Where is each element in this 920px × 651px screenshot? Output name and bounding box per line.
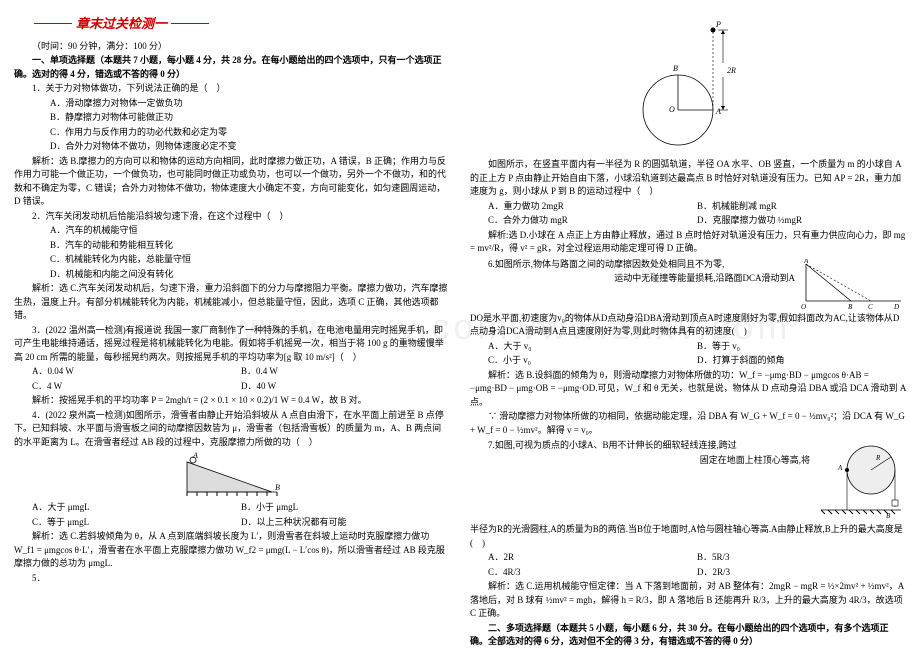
q2-opt-d: D．机械能和内能之间没有转化: [32, 268, 450, 282]
q7-opts-row2: C．4R/3 D．2R/3: [470, 566, 906, 580]
q5-opt-a: A．重力做功 2mgR: [488, 200, 697, 214]
q2-opt-c: C．机械能转化为内能，总能量守恒: [32, 253, 450, 267]
q6-opts-row2: C．小于 v₀ D．打算于斜面的倾角: [470, 354, 906, 368]
svg-text:D: D: [893, 303, 899, 309]
q2-opt-b: B．汽车的动能和势能相互转化: [32, 239, 450, 253]
svg-text:B: B: [848, 303, 853, 309]
q7-figure: A R B: [816, 440, 906, 520]
q6-opt-d: D．打算于斜面的倾角: [697, 354, 906, 368]
svg-text:2R: 2R: [727, 66, 736, 75]
svg-text:B: B: [673, 64, 678, 73]
q1-answer: 解析：选 B.摩擦力的方向可以和物体的运动方向相同，此时摩擦力做正功，A 错误，…: [14, 155, 450, 209]
q1-opt-b: B．静摩擦力对物体可能做正功: [32, 111, 450, 125]
q3-stem: 3．(2022 温州高一检测)有报道说 我国一家厂商制作了一种特殊的手机，在电池…: [14, 324, 450, 365]
subheader: （时间：90 分钟，满分：100 分）: [14, 40, 450, 54]
q7-answer: 解析：选 C.运用机械能守恒定律：当 A 下落到地面前，对 AB 整体有：2mg…: [470, 580, 906, 621]
svg-text:A: A: [715, 107, 721, 116]
q4-figure: A B: [177, 452, 287, 498]
right-column: P 2R O A B 如图所示，在竖直平面内有一半径为 R 的圆弧轨道，半径 O…: [460, 0, 920, 651]
q6-opts-row1: A．大于 v₀ B．等于 v₀: [470, 340, 906, 354]
q6-text2: ∵ 滑动摩擦力对物体所做的功相同，依据动能定理，沿 DBA 有 W_G + W_…: [470, 410, 906, 437]
q3-opt-d: D．40 W: [241, 380, 450, 394]
chapter-title: 章末过关检测一: [34, 14, 450, 34]
q1-opt-c: C．作用力与反作用力的功必代数和必定为零: [32, 126, 450, 140]
q1-opt-a: A．滑动摩擦力对物体一定做负功: [32, 97, 450, 111]
q1-opt-d: D．合外力对物体不做功，则物体速度必定不变: [32, 140, 450, 154]
q6-stem2: DO是水平面,初速度为v₀的物体从D点动身沿DBA滑动到顶点A时速度刚好为零,假…: [470, 312, 906, 339]
q5-opt-c: C．合外力做功 mgR: [488, 214, 697, 228]
left-column: 章末过关检测一 （时间：90 分钟，满分：100 分） 一、单项选择题（本题共 …: [0, 0, 460, 651]
svg-text:C: C: [868, 303, 873, 309]
svg-text:O: O: [801, 303, 806, 309]
svg-text:A: A: [837, 464, 843, 472]
q6-opt-b: B．等于 v₀: [697, 340, 906, 354]
q7-right-text: 固定在地面上柱顶心等高,将: [470, 454, 811, 468]
section-1-header: 一、单项选择题（本题共 7 小题，每小题 4 分，共 28 分。在每小题给出的四…: [14, 54, 450, 81]
q3-opt-c: C．4 W: [32, 380, 241, 394]
q5-figure: P 2R O A B: [623, 15, 753, 155]
q2-stem: 2．汽车关闭发动机后恰能沿斜坡匀速下滑，在这个过程中（ ）: [14, 210, 450, 224]
section-2-header: 二、多项选择题（本题共 5 小题，每小题 6 分，共 30 分。在每小题给出的四…: [470, 622, 906, 649]
svg-text:A: A: [192, 452, 198, 460]
q5-text: 如图所示，在竖直平面内有一半径为 R 的圆弧轨道，半径 OA 水平、OB 竖直，…: [470, 158, 906, 199]
q4-opt-b: B．小于 μmgL: [241, 501, 450, 515]
q7-opts-row1: A．2R B．5R/3: [470, 551, 906, 565]
q5-opts-row2: C．合外力做功 mgR D．克服摩擦力做功 ½mgR: [470, 214, 906, 228]
q4-opt-c: C．等于 μmgL: [32, 516, 241, 530]
q3-opts-row2: C．4 W D．40 W: [14, 380, 450, 394]
title-text: 章末过关检测一: [76, 14, 167, 34]
svg-text:A: A: [803, 259, 809, 265]
q5-number: 5．: [14, 572, 450, 586]
q6-right-text: 运动中无碰撞等能量损耗,沿路面DCA滑动到A: [470, 272, 796, 286]
q5-opt-d: D．克服摩擦力做功 ½mgR: [697, 214, 906, 228]
q7-opt-d: D．2R/3: [697, 566, 906, 580]
q3-opt-b: B．0.4 W: [241, 365, 450, 379]
q6-answer: 解析：选 B.设斜面的倾角为 θ，则滑动摩擦力对物体所做的功：W_f = −μm…: [470, 369, 906, 410]
q7-opt-a: A．2R: [488, 551, 697, 565]
q4-opts-row2: C．等于 μmgL D．以上三种状况都有可能: [14, 516, 450, 530]
svg-text:O: O: [669, 105, 675, 114]
q4-opts-row1: A．大于 μmgL B．小于 μmgL: [14, 501, 450, 515]
q4-answer: 解析：选 C.若斜坡倾角为 θ，从 A 点到底端斜坡长度为 L′，则滑雪者在斜坡…: [14, 530, 450, 571]
q7-opt-c: C．4R/3: [488, 566, 697, 580]
q6-figure: A O B C D: [801, 259, 906, 309]
q4-stem: 4．(2022 泉州高一检测)如图所示，滑雪者由静止开始沿斜坡从 A 点自由滑下…: [14, 409, 450, 450]
q1-stem: 1．关于力对物体做功，下列说法正确的是（ ）: [14, 82, 450, 96]
q4-opt-a: A．大于 μmgL: [32, 501, 241, 515]
q7-stem2: 半径为R的光滑圆柱,A的质量为B的两倍.当B位于地面时,A恰与圆柱轴心等高.A由…: [470, 523, 906, 550]
svg-text:B: B: [275, 483, 280, 492]
q3-opts-row1: A．0.04 W B．0.4 W: [14, 365, 450, 379]
q2-answer: 解析：选 C.汽车关闭发动机后，匀速下滑，重力沿斜面下的分力与摩擦阻力平衡。摩擦…: [14, 282, 450, 323]
q4-opt-d: D．以上三种状况都有可能: [241, 516, 450, 530]
q5-answer: 解析:选 D.小球在 A 点正上方由静止释放，通过 B 点时恰好对轨道没有压力，…: [470, 229, 906, 256]
svg-text:R: R: [875, 454, 881, 462]
q3-opt-a: A．0.04 W: [32, 365, 241, 379]
q3-answer: 解析：按摇晃手机的平均功率 P = 2mgh/t = (2 × 0.1 × 10…: [14, 394, 450, 408]
q6-opt-a: A．大于 v₀: [488, 340, 697, 354]
q2-opt-a: A．汽车的机械能守恒: [32, 224, 450, 238]
q6-opt-c: C．小于 v₀: [488, 354, 697, 368]
svg-text:P: P: [715, 20, 721, 29]
q7-opt-b: B．5R/3: [697, 551, 906, 565]
q5-opt-b: B．机械能削减 mgR: [697, 200, 906, 214]
q5-opts-row1: A．重力做功 2mgR B．机械能削减 mgR: [470, 200, 906, 214]
